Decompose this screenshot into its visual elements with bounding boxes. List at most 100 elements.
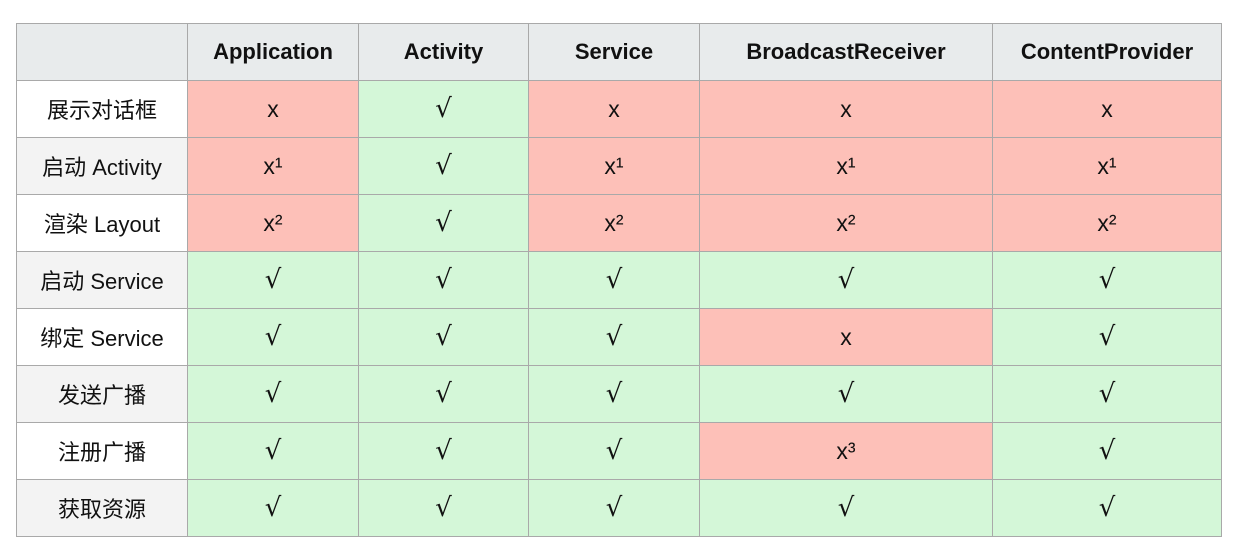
header-cell-application: Application <box>187 23 359 81</box>
check-mark-icon: √ <box>264 265 282 295</box>
check-mark-icon: √ <box>605 265 623 295</box>
cross-mark-icon: x¹ <box>604 152 624 179</box>
check-mark-icon: √ <box>1098 436 1116 466</box>
cell-service: x <box>528 80 700 138</box>
cell-application: x <box>187 80 359 138</box>
cell-service: √ <box>528 251 700 309</box>
cell-activity: √ <box>358 80 529 138</box>
cell-activity: √ <box>358 194 529 252</box>
check-mark-icon: √ <box>605 322 623 352</box>
cell-application: √ <box>187 365 359 423</box>
check-mark-icon: √ <box>605 379 623 409</box>
row-label: 发送广播 <box>16 365 188 423</box>
cell-service: √ <box>528 365 700 423</box>
cross-mark-icon: x¹ <box>836 152 856 179</box>
cross-mark-icon: x³ <box>836 437 856 464</box>
cell-broadcastreceiver: x <box>699 80 993 138</box>
check-mark-icon: √ <box>605 436 623 466</box>
header-row: Application Activity Service BroadcastRe… <box>16 23 1222 81</box>
check-mark-icon: √ <box>264 493 282 523</box>
row-label: 渲染 Layout <box>16 194 188 252</box>
cell-broadcastreceiver: x <box>699 308 993 366</box>
header-cell-contentprovider: ContentProvider <box>992 23 1222 81</box>
cell-contentprovider: x¹ <box>992 137 1222 195</box>
table-row: 发送广播 √ √ √ √ √ <box>16 365 1222 423</box>
cell-broadcastreceiver: √ <box>699 479 993 537</box>
cell-broadcastreceiver: x¹ <box>699 137 993 195</box>
check-mark-icon: √ <box>435 436 452 466</box>
cell-service: x¹ <box>528 137 700 195</box>
check-mark-icon: √ <box>435 322 452 352</box>
table-row: 绑定 Service √ √ √ x √ <box>16 308 1222 366</box>
cross-mark-icon: x² <box>1097 209 1117 236</box>
cell-contentprovider: √ <box>992 422 1222 480</box>
check-mark-icon: √ <box>1098 322 1116 352</box>
cross-mark-icon: x² <box>836 209 856 236</box>
row-label: 启动 Activity <box>16 137 188 195</box>
row-label: 启动 Service <box>16 251 188 309</box>
check-mark-icon: √ <box>435 265 452 295</box>
check-mark-icon: √ <box>264 379 282 409</box>
context-capability-table: Application Activity Service BroadcastRe… <box>16 23 1222 537</box>
check-mark-icon: √ <box>435 208 452 238</box>
cross-mark-icon: x <box>608 95 620 122</box>
table-row: 注册广播 √ √ √ x³ √ <box>16 422 1222 480</box>
table-row: 展示对话框 x √ x x x <box>16 80 1222 138</box>
header-cell-service: Service <box>528 23 700 81</box>
header-cell-corner <box>16 23 188 81</box>
cell-activity: √ <box>358 137 529 195</box>
check-mark-icon: √ <box>837 265 855 295</box>
cell-contentprovider: √ <box>992 251 1222 309</box>
check-mark-icon: √ <box>1098 265 1116 295</box>
check-mark-icon: √ <box>1098 493 1116 523</box>
check-mark-icon: √ <box>605 493 623 523</box>
row-label: 获取资源 <box>16 479 188 537</box>
cell-contentprovider: √ <box>992 308 1222 366</box>
header-cell-activity: Activity <box>358 23 529 81</box>
cell-contentprovider: √ <box>992 479 1222 537</box>
cell-broadcastreceiver: x³ <box>699 422 993 480</box>
cross-mark-icon: x <box>267 95 279 122</box>
cell-application: x¹ <box>187 137 359 195</box>
check-mark-icon: √ <box>435 94 452 124</box>
cross-mark-icon: x <box>840 323 852 350</box>
cell-application: √ <box>187 479 359 537</box>
cell-activity: √ <box>358 365 529 423</box>
cell-activity: √ <box>358 479 529 537</box>
row-label: 展示对话框 <box>16 80 188 138</box>
check-mark-icon: √ <box>435 379 452 409</box>
table-body: 展示对话框 x √ x x x 启动 Activity x¹ √ x¹ x¹ x¹ 渲染 Layout x… <box>16 80 1222 537</box>
check-mark-icon: √ <box>837 379 855 409</box>
cross-mark-icon: x² <box>263 209 283 236</box>
cell-application: √ <box>187 308 359 366</box>
cross-mark-icon: x <box>840 95 852 122</box>
header-cell-broadcastreceiver: BroadcastReceiver <box>699 23 993 81</box>
capability-table-wrapper: Application Activity Service BroadcastRe… <box>16 23 1222 537</box>
cross-mark-icon: x <box>1101 95 1113 122</box>
cell-activity: √ <box>358 308 529 366</box>
check-mark-icon: √ <box>435 493 452 523</box>
check-mark-icon: √ <box>837 493 855 523</box>
row-label: 注册广播 <box>16 422 188 480</box>
cell-application: x² <box>187 194 359 252</box>
cross-mark-icon: x² <box>604 209 624 236</box>
cell-service: √ <box>528 422 700 480</box>
cell-service: x² <box>528 194 700 252</box>
table-row: 启动 Activity x¹ √ x¹ x¹ x¹ <box>16 137 1222 195</box>
row-label: 绑定 Service <box>16 308 188 366</box>
cell-contentprovider: √ <box>992 365 1222 423</box>
cell-application: √ <box>187 251 359 309</box>
table-row: 渲染 Layout x² √ x² x² x² <box>16 194 1222 252</box>
check-mark-icon: √ <box>264 322 282 352</box>
cell-contentprovider: x <box>992 80 1222 138</box>
cell-broadcastreceiver: √ <box>699 251 993 309</box>
check-mark-icon: √ <box>1098 379 1116 409</box>
table-row: 启动 Service √ √ √ √ √ <box>16 251 1222 309</box>
check-mark-icon: √ <box>435 151 452 181</box>
cell-application: √ <box>187 422 359 480</box>
cell-activity: √ <box>358 251 529 309</box>
check-mark-icon: √ <box>264 436 282 466</box>
cell-activity: √ <box>358 422 529 480</box>
cell-service: √ <box>528 308 700 366</box>
cell-contentprovider: x² <box>992 194 1222 252</box>
